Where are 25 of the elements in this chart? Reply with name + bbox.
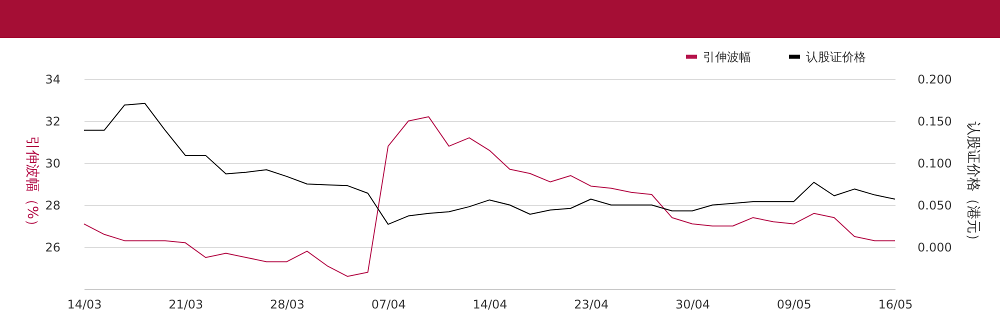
line-series	[84, 116, 896, 277]
x-tick-label: 07/04	[371, 298, 406, 312]
x-tick-label: 28/03	[270, 298, 305, 312]
line-series	[84, 102, 896, 225]
y-tick-label: 32	[45, 114, 60, 128]
y2-tick-label: 0.200	[918, 72, 952, 86]
x-tick-label: 30/04	[675, 298, 710, 312]
x-tick-label: 14/03	[67, 298, 102, 312]
y2-tick-label: 0.150	[918, 114, 952, 128]
x-tick-label: 09/05	[776, 298, 812, 312]
y2-axis-title: 认股证价格（港元）	[964, 122, 981, 248]
y-axis-title: 引伸波幅（%）	[24, 136, 40, 234]
x-tick-label: 23/04	[574, 298, 609, 312]
x-tick-label: 16/05	[878, 298, 913, 312]
legend-label: 认股证价格	[806, 50, 866, 64]
y-tick-label: 34	[45, 72, 60, 86]
y2-tick-label: 0.100	[918, 156, 952, 170]
y2-tick-label: 0.050	[918, 198, 952, 212]
y-tick-label: 26	[45, 240, 60, 254]
legend-label: 引伸波幅	[703, 50, 751, 64]
y-tick-label: 28	[45, 198, 60, 212]
y-tick-label: 30	[45, 156, 60, 170]
x-tick-label: 14/04	[472, 298, 508, 312]
x-tick-label: 21/03	[168, 298, 204, 312]
y2-tick-label: 0.000	[918, 240, 952, 254]
